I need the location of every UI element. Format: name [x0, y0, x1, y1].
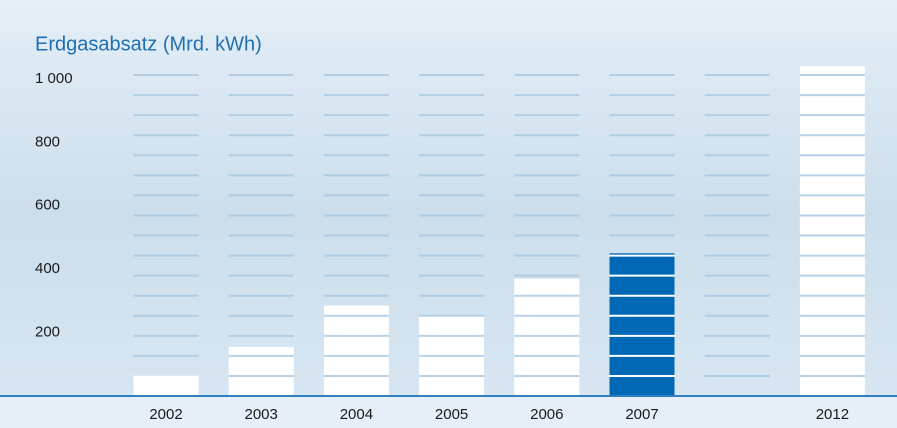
y-tick-label: 800: [35, 133, 60, 150]
bar: [799, 66, 865, 397]
y-tick-label: 400: [35, 260, 60, 277]
axis-band: [0, 397, 897, 428]
x-tick-label: 2004: [340, 406, 373, 423]
x-tick-label: 2012: [816, 406, 849, 423]
y-tick-label: 200: [35, 324, 60, 341]
y-tick-label: 600: [35, 197, 60, 214]
x-tick-label: 2005: [435, 406, 468, 423]
bar: [609, 253, 675, 396]
x-tick-label: 2002: [149, 406, 182, 423]
x-tick-label: 2003: [245, 406, 278, 423]
bar: [228, 346, 294, 396]
bar: [133, 375, 199, 396]
y-tick-label: 1 000: [35, 70, 73, 87]
x-tick-label: 2007: [625, 406, 658, 423]
bar: [323, 305, 389, 396]
x-tick-label: 2006: [530, 406, 563, 423]
chart-title: Erdgasabsatz (Mrd. kWh): [35, 33, 262, 55]
